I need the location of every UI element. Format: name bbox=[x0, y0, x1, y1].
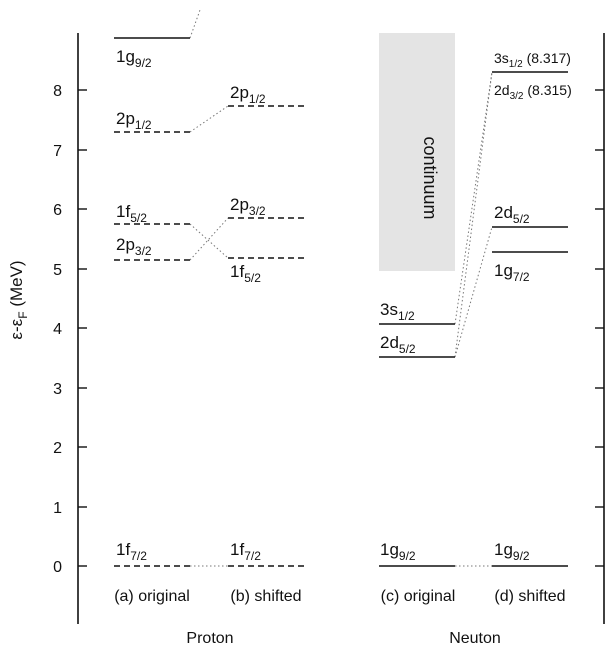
y-axis-title-main: ε-ε bbox=[7, 318, 26, 339]
label-3s12-c: 3s1/2 bbox=[380, 300, 415, 323]
ytick-label-7: 7 bbox=[53, 143, 62, 160]
connector-2p32 bbox=[189, 217, 229, 261]
label-2p32-b: 2p3/2 bbox=[230, 195, 266, 218]
label-2p12-b: 2p1/2 bbox=[230, 83, 266, 106]
ytick-label-2: 2 bbox=[53, 440, 62, 457]
label-2d32-d: 2d3/2 (8.315) bbox=[494, 82, 572, 102]
neutron-shifted-levels bbox=[492, 71, 568, 567]
label-1f72-a: 1f7/2 bbox=[116, 540, 147, 563]
neutron-original-levels bbox=[379, 323, 455, 567]
ytick-label-6: 6 bbox=[53, 202, 62, 219]
label-2d52-c: 2d5/2 bbox=[380, 333, 416, 356]
label-2p32-a: 2p3/2 bbox=[116, 235, 152, 258]
label-1g72-d: 1g7/2 bbox=[494, 261, 530, 284]
label-2d52-d: 2d5/2 bbox=[494, 203, 530, 226]
connector-2p12 bbox=[189, 105, 229, 133]
proton-original-levels bbox=[114, 37, 190, 567]
connector-1f52 bbox=[189, 223, 229, 259]
continuum-band bbox=[379, 33, 455, 271]
connector-2d52 bbox=[454, 226, 493, 358]
label-1g92-a: 1g9/2 bbox=[116, 47, 152, 70]
ytick-label-0: 0 bbox=[53, 559, 62, 576]
label-1f52-b: 1f5/2 bbox=[230, 262, 261, 285]
label-3s12-d: 3s1/2 (8.317) bbox=[494, 50, 571, 70]
ytick-label-8: 8 bbox=[53, 83, 62, 100]
label-1f52-a: 1f5/2 bbox=[116, 202, 147, 225]
group-label-proton: Proton bbox=[186, 630, 233, 647]
connector-1g92-proton bbox=[189, 9, 201, 39]
label-2p12-a: 2p1/2 bbox=[116, 109, 152, 132]
right-axis-ticks bbox=[595, 89, 604, 567]
group-label-neutron: Neuton bbox=[449, 630, 501, 647]
ytick-label-3: 3 bbox=[53, 381, 62, 398]
ytick-label-5: 5 bbox=[53, 262, 62, 279]
proton-shifted-levels bbox=[228, 105, 304, 567]
label-1f72-b: 1f7/2 bbox=[230, 540, 261, 563]
ytick-label-1: 1 bbox=[53, 500, 62, 517]
column-label-b: (b) shifted bbox=[230, 588, 301, 605]
connector-2d52-b bbox=[454, 71, 493, 358]
column-label-d: (d) shifted bbox=[494, 588, 565, 605]
connectors bbox=[189, 9, 493, 567]
ytick-label-4: 4 bbox=[53, 321, 62, 338]
y-axis-title: ε-εF (MeV) bbox=[7, 260, 30, 339]
label-1g92-c: 1g9/2 bbox=[380, 540, 416, 563]
connector-3s12 bbox=[454, 71, 493, 325]
continuum-label: continuum bbox=[420, 136, 440, 219]
y-axis-title-sub: F bbox=[16, 311, 30, 318]
ytick-labels: 0 1 2 3 4 5 6 7 8 bbox=[53, 83, 62, 576]
column-label-a: (a) original bbox=[114, 588, 190, 605]
column-label-c: (c) original bbox=[381, 588, 456, 605]
label-1g92-d: 1g9/2 bbox=[494, 540, 530, 563]
y-axis-title-unit: (MeV) bbox=[7, 260, 26, 311]
left-axis-ticks bbox=[78, 89, 87, 567]
